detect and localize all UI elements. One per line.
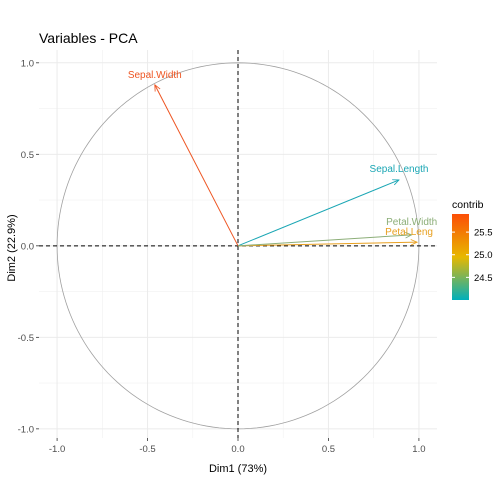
correlation-circle: [56, 62, 420, 430]
y-tick-label: 0.0: [21, 241, 34, 252]
label-petal-length: Petal.Leng: [385, 227, 433, 238]
x-axis-title: Dim1 (73%): [209, 463, 267, 475]
label-sepal-width: Sepal.Width: [128, 70, 182, 81]
chart-title: Variables - PCA: [39, 30, 138, 46]
x-axis: -1.0 -0.5 0.0 0.5 1.0: [49, 438, 426, 455]
y-axis: -1.0 -0.5 0.0 0.5 1.0: [18, 58, 39, 435]
legend-tick-label: 25.5: [474, 228, 493, 239]
legend-tick-label: 25.0: [474, 250, 493, 261]
y-tick-label: 0.5: [21, 150, 34, 161]
arrow-sepal-width: [155, 85, 239, 247]
arrow-sepal-length: [237, 180, 399, 247]
y-tick-label: -0.5: [18, 333, 34, 344]
x-tick-label: 1.0: [412, 444, 425, 455]
legend-tick-label: 24.5: [474, 273, 493, 284]
arrow-petal-width: [237, 235, 412, 247]
x-tick-label: -1.0: [49, 444, 65, 455]
x-tick-label: 0.5: [322, 444, 335, 455]
plot-panel: Sepal.Length Sepal.Width Petal.LengPetal.W…: [39, 50, 437, 438]
y-tick-label: 1.0: [21, 58, 34, 69]
legend-title: contrib: [452, 199, 484, 211]
y-tick-label: -1.0: [18, 424, 34, 435]
arrow-petal-length: [237, 242, 417, 247]
y-axis-title: Dim2 (22.9%): [6, 214, 18, 281]
label-sepal-length: Sepal.Length: [370, 164, 429, 175]
label-petal-width: Petal.Width: [386, 217, 437, 228]
x-tick-label: 0.0: [231, 444, 244, 455]
legend: contrib 24.5 25.0 25.5: [452, 199, 493, 300]
legend-colorbar: [452, 214, 469, 300]
x-tick-label: -0.5: [139, 444, 155, 455]
